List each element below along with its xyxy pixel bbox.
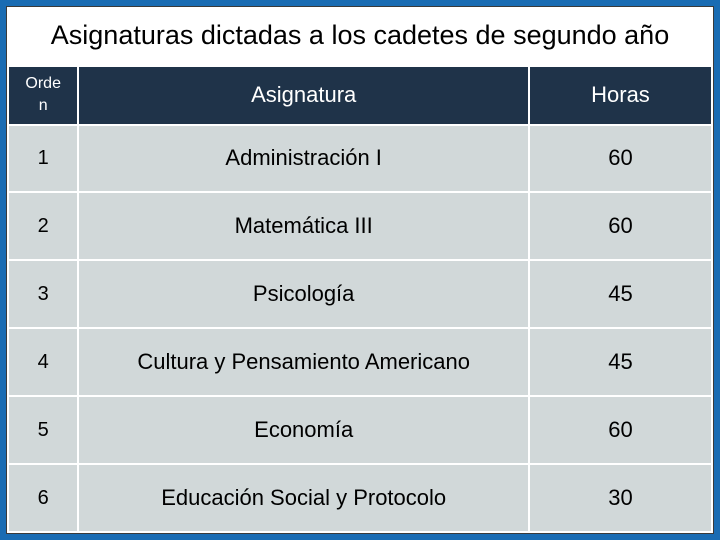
cell-orden: 5 — [8, 396, 78, 464]
col-header-orden-bottom: n — [39, 97, 48, 114]
cell-orden: 2 — [8, 192, 78, 260]
table-row: 3 Psicología 45 — [8, 260, 712, 328]
table-row: 6 Educación Social y Protocolo 30 — [8, 464, 712, 532]
cell-asignatura: Cultura y Pensamiento Americano — [78, 328, 529, 396]
col-header-horas: Horas — [529, 66, 712, 125]
cell-orden: 1 — [8, 125, 78, 193]
cell-asignatura: Psicología — [78, 260, 529, 328]
cell-horas: 60 — [529, 192, 712, 260]
col-header-asignatura: Asignatura — [78, 66, 529, 125]
table-header-row: Orde n Asignatura Horas — [8, 66, 712, 125]
cell-asignatura: Economía — [78, 396, 529, 464]
table-row: 1 Administración I 60 — [8, 125, 712, 193]
col-header-orden: Orde n — [8, 66, 78, 125]
cell-orden: 6 — [8, 464, 78, 532]
subjects-table: Orde n Asignatura Horas 1 Administración… — [7, 65, 713, 533]
slide-title: Asignaturas dictadas a los cadetes de se… — [7, 7, 713, 65]
cell-horas: 45 — [529, 260, 712, 328]
cell-asignatura: Educación Social y Protocolo — [78, 464, 529, 532]
slide-inner: Asignaturas dictadas a los cadetes de se… — [6, 6, 714, 534]
slide-frame: Asignaturas dictadas a los cadetes de se… — [0, 0, 720, 540]
table-row: 2 Matemática III 60 — [8, 192, 712, 260]
table-row: 4 Cultura y Pensamiento Americano 45 — [8, 328, 712, 396]
cell-horas: 30 — [529, 464, 712, 532]
col-header-orden-top: Orde — [25, 75, 61, 92]
cell-asignatura: Administración I — [78, 125, 529, 193]
cell-horas: 45 — [529, 328, 712, 396]
table-row: 5 Economía 60 — [8, 396, 712, 464]
cell-orden: 3 — [8, 260, 78, 328]
cell-horas: 60 — [529, 125, 712, 193]
cell-asignatura: Matemática III — [78, 192, 529, 260]
cell-orden: 4 — [8, 328, 78, 396]
cell-horas: 60 — [529, 396, 712, 464]
